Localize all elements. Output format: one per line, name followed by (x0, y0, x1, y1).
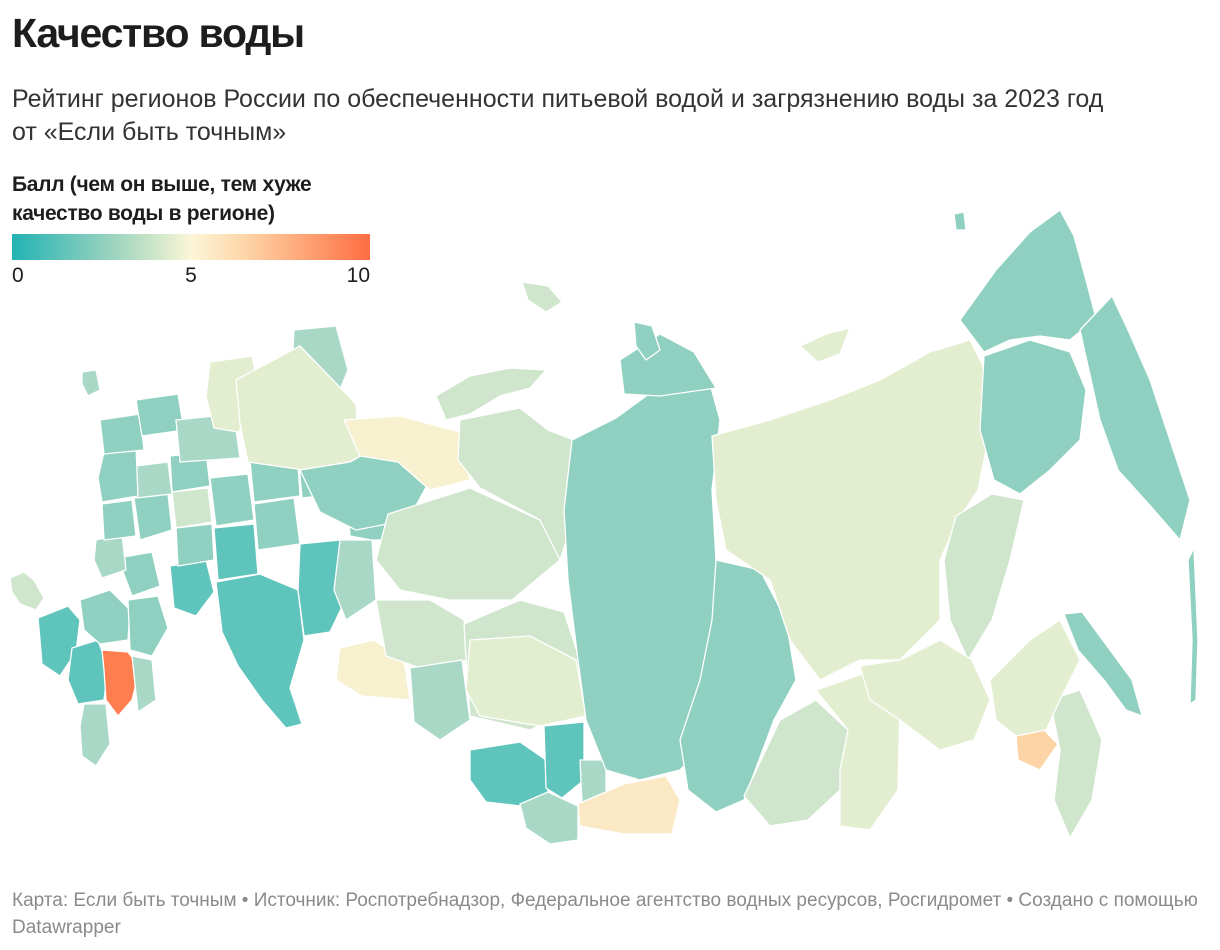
region-franz-josef[interactable] (521, 281, 563, 313)
region-ulyanovsk-samara[interactable] (213, 523, 259, 581)
region-altai-republic[interactable] (519, 791, 579, 845)
region-kalmykia[interactable] (101, 649, 141, 717)
region-moscow[interactable] (135, 461, 173, 499)
region-kamchatka[interactable] (1079, 295, 1191, 541)
region-saratov[interactable] (169, 559, 215, 617)
region-kemerovo[interactable] (543, 721, 585, 799)
region-penza-mordovia[interactable] (175, 523, 215, 567)
region-severnaya-zemlya[interactable] (633, 321, 661, 361)
region-khabarovsk[interactable] (943, 493, 1025, 661)
region-primorsky[interactable] (1049, 689, 1103, 839)
regions-layer (9, 209, 1199, 845)
russia-map (0, 160, 1220, 860)
region-magadan[interactable] (979, 339, 1087, 495)
region-khabarovsk-south[interactable] (989, 619, 1081, 737)
region-astrakhan[interactable] (131, 655, 157, 713)
region-khanty-mansi[interactable] (375, 487, 561, 601)
map-title: Качество воды (12, 10, 305, 56)
region-tatarstan[interactable] (253, 497, 301, 551)
region-jewish-ao[interactable] (1015, 729, 1059, 771)
legend-gradient-bar (12, 234, 370, 260)
legend-max-label: 10 (346, 264, 370, 287)
legend-min-label: 0 (12, 264, 24, 287)
region-omsk[interactable] (409, 659, 471, 741)
region-new-siberian-islands[interactable] (799, 327, 851, 363)
region-novosibirsk[interactable] (465, 635, 587, 727)
region-novaya-zemlya[interactable] (435, 367, 547, 421)
region-taymyr[interactable] (619, 333, 717, 397)
region-chukotka[interactable] (959, 209, 1097, 353)
legend-mid-label: 5 (185, 264, 197, 287)
map-svg (9, 209, 1199, 845)
legend-ticks: 0 5 10 (12, 260, 370, 287)
map-subtitle: Рейтинг регионов России по обеспеченност… (12, 85, 1104, 146)
map-footer: Карта: Если быть точным • Источник: Росп… (12, 887, 1202, 941)
region-chelyabinsk[interactable] (333, 539, 377, 621)
region-pskov-novgorod[interactable] (99, 413, 145, 455)
region-amur[interactable] (859, 639, 991, 751)
color-legend: Балл (чем он выше, тем хуже качество вод… (12, 170, 370, 287)
region-kaliningrad[interactable] (81, 369, 101, 397)
region-kuril-islands[interactable] (1187, 547, 1199, 705)
region-voronezh[interactable] (117, 551, 161, 597)
region-dagestan[interactable] (79, 703, 111, 767)
footer-credit: Карта: Если быть точным • Источник: Росп… (12, 890, 1198, 938)
region-wrangel[interactable] (953, 211, 967, 231)
region-crimea[interactable] (9, 571, 45, 611)
region-vladimir[interactable] (171, 487, 213, 529)
region-volgograd[interactable] (127, 595, 169, 657)
region-orenburg[interactable] (215, 573, 305, 729)
region-krasnodar[interactable] (37, 605, 81, 677)
region-sakhalin[interactable] (1063, 611, 1143, 717)
region-belgorod-kursk[interactable] (93, 533, 127, 579)
region-rostov[interactable] (79, 589, 131, 645)
region-tyumen[interactable] (375, 599, 471, 669)
region-tula-ryazan[interactable] (133, 493, 173, 541)
region-nenets[interactable] (343, 415, 471, 491)
region-nizhny-novgorod[interactable] (209, 473, 255, 527)
legend-title: Балл (чем он выше, тем хуже качество вод… (12, 173, 312, 225)
region-bryansk-orel[interactable] (101, 499, 137, 541)
region-tyva[interactable] (577, 775, 681, 835)
